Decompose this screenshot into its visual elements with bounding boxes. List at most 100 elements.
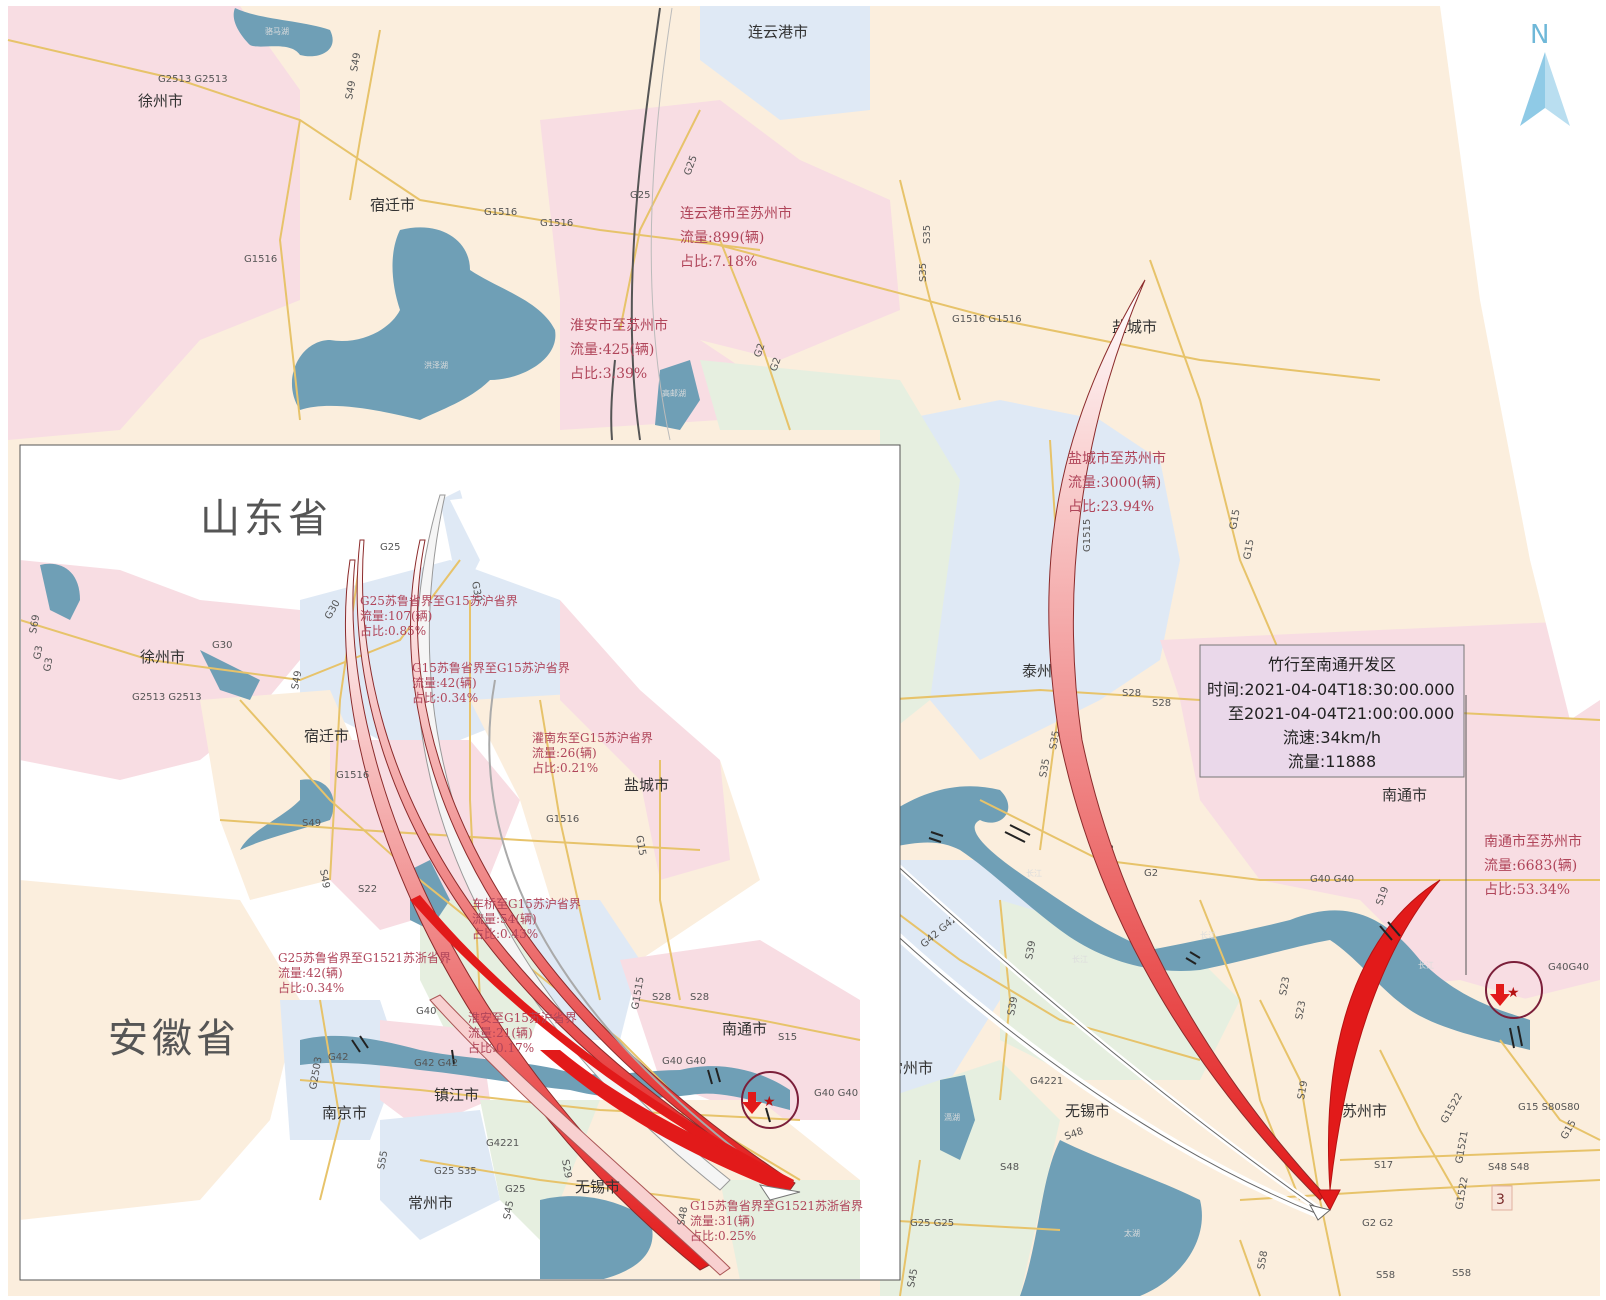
- road-label: G1516: [484, 207, 517, 218]
- flow-label-huaian-title: 淮安市至苏州市: [570, 317, 668, 334]
- inset-city-xuzhou: 徐州市: [140, 648, 185, 666]
- north-arrow: N: [1520, 20, 1570, 126]
- flow-label-lianyungang-share: 占比:7.18%: [680, 254, 757, 270]
- city-label-xuzhou: 徐州市: [138, 92, 183, 110]
- road-label: S28: [1152, 698, 1171, 709]
- inset-city-changzhou: 常州市: [408, 1194, 453, 1212]
- flow-label-huaian-volume: 流量:425(辆): [570, 342, 654, 358]
- region-sea: [1440, 6, 1600, 720]
- road-label: G2: [752, 342, 767, 359]
- inset-road-label: G40 G40: [662, 1056, 706, 1067]
- badge-box: [1491, 1185, 1513, 1211]
- arrow-down-icon: [1490, 984, 1510, 1006]
- inset-flow-label-volume: 流量:42(辆): [412, 676, 477, 690]
- main-water: [233, 8, 1530, 1296]
- lake-label: 滆湖: [944, 1113, 960, 1122]
- road-label: S49: [349, 52, 363, 73]
- lake-label: 长江: [1072, 954, 1088, 964]
- north-arrow-right-icon: [1545, 52, 1570, 126]
- inset-region-anhui: [21, 880, 300, 1220]
- road-label: S39: [1006, 996, 1020, 1017]
- lake-hongze: [291, 227, 556, 420]
- inset-city-suqian: 宿迁市: [304, 727, 349, 745]
- province-label-shandong: 山东省: [200, 496, 332, 542]
- main-bridges: [928, 824, 1523, 1049]
- road-label: S58: [1452, 1268, 1471, 1279]
- flow-line-lianyungang-shadow: [650, 7, 673, 441]
- road-label: G15: [1228, 508, 1242, 530]
- info-speed: 流速:34km/h: [1283, 728, 1381, 747]
- inset-flow-label-share: 占比:0.43%: [472, 926, 538, 941]
- inset-flow-label-title: G15苏鲁省界至G15苏沪省界: [412, 661, 570, 675]
- inset-road-label: G30: [469, 581, 483, 603]
- road-label: S19: [1296, 1080, 1310, 1101]
- inset-flow-label-share: 占比:0.17%: [468, 1040, 534, 1055]
- road-label: G2: [1144, 868, 1158, 879]
- inset-flow-label-share: 占比:0.85%: [360, 623, 426, 638]
- inset-sea: [450, 446, 899, 960]
- inset-flow-label-volume: 流量:54(辆): [472, 912, 537, 926]
- road-label: G40 G40: [1310, 874, 1354, 885]
- inset-road-label: G30: [212, 640, 232, 651]
- inset-road-label: S45: [502, 1200, 516, 1221]
- lake-label: 骆马湖: [265, 26, 289, 36]
- inset-city-nanjing: 南京市: [322, 1104, 367, 1122]
- road-label: G1516: [540, 218, 573, 229]
- lake-taihu: [1020, 1140, 1202, 1296]
- flow-label-nantong-volume: 流量:6683(辆): [1484, 858, 1577, 874]
- inset-road-label: S69: [28, 614, 42, 635]
- flow-arrowhead: [1309, 1204, 1332, 1221]
- inset-city-wuxi: 无锡市: [575, 1178, 620, 1196]
- inset-flow-label-title: 车桥至G15苏沪省界: [472, 896, 581, 911]
- inset-road-label: G40: [416, 1006, 436, 1017]
- inset-lake-weishan: [40, 563, 80, 620]
- flow-label-lianyungang-title: 连云港市至苏州市: [680, 205, 792, 222]
- inset-road-label: S49: [302, 818, 321, 829]
- road-label: G1516: [244, 254, 277, 265]
- flow-arc-west2-outline: [879, 919, 1321, 1216]
- inset-flow-label-title: 淮安至G15苏沪省界: [468, 1010, 577, 1025]
- inset-road-label: G2513 G2513: [132, 692, 202, 703]
- inset-flow-label-volume: 流量:26(辆): [532, 746, 597, 760]
- road-label: G15: [1242, 538, 1256, 560]
- inset-road-label: S15: [778, 1032, 797, 1043]
- lake-luoma: [233, 8, 333, 57]
- inset-road-label: G25 S35: [434, 1166, 477, 1177]
- inset-region-shanghai-edge: [720, 1180, 860, 1279]
- info-box-frame: [1199, 644, 1465, 778]
- lake-label: 长江: [1200, 930, 1216, 940]
- city-label-suzhou: 苏州市: [1342, 1102, 1387, 1120]
- inset-road-label: G3: [32, 645, 45, 661]
- north-arrow-left-icon: [1520, 52, 1545, 126]
- inset-region-lianyungang: [300, 560, 560, 740]
- flow-label-yancheng-volume: 流量:3000(辆): [1068, 475, 1161, 491]
- info-time-start: 时间:2021-04-04T18:30:00.000: [1207, 680, 1455, 699]
- info-volume: 流量:11888: [1288, 752, 1376, 771]
- inset-flow-label-title: 灌南东至G15苏沪省界: [532, 730, 653, 745]
- info-title: 竹行至南通开发区: [1268, 655, 1396, 674]
- road-label: G40G40: [1548, 962, 1589, 973]
- inset-flow-label-share: 占比:0.25%: [690, 1228, 756, 1243]
- inset-flow-label-title: G25苏鲁省界至G15苏沪省界: [360, 594, 518, 608]
- city-label-lianyungang: 连云港市: [748, 23, 808, 41]
- road-label: G4221: [1030, 1076, 1063, 1087]
- region-wuxi: [1000, 900, 1240, 1080]
- inset-lake-luoma: [200, 650, 260, 700]
- inset-flow-label-volume: 流量:21(辆): [468, 1026, 533, 1040]
- road-label: G1516 G1516: [952, 314, 1022, 325]
- flow-label-huaian-share: 占比:3.39%: [570, 366, 647, 382]
- lake-label: 太湖: [1124, 1228, 1140, 1238]
- star-icon: ★: [1507, 985, 1520, 1001]
- inset-city-yancheng: 盐城市: [624, 776, 669, 794]
- road-label: S48 S48: [1488, 1162, 1529, 1173]
- road-label: S23: [1294, 1000, 1308, 1021]
- inset-road-label: S28: [652, 992, 671, 1003]
- north-label: N: [1530, 20, 1549, 50]
- flow-label-nantong-share: 占比:53.34%: [1484, 882, 1570, 898]
- city-label-wuxi: 无锡市: [1065, 1102, 1110, 1120]
- inset-flow-label-volume: 流量:31(辆): [690, 1214, 755, 1228]
- inset-road-label: S49: [317, 869, 331, 890]
- road-label: G1515: [1082, 519, 1093, 552]
- road-label: S58: [1376, 1270, 1395, 1281]
